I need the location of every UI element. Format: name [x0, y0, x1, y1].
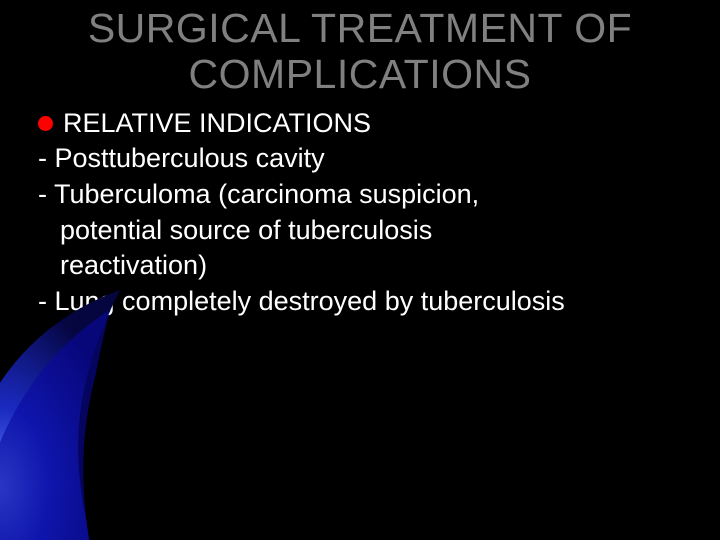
item-2-line-2: potential source of tuberculosis [38, 213, 690, 249]
item-2-line-1: - Tuberculoma (carcinoma suspicion, [38, 177, 690, 213]
slide-body: RELATIVE INDICATIONS - Posttuberculous c… [0, 98, 720, 320]
bullet-heading-text: RELATIVE INDICATIONS [63, 106, 371, 142]
title-line-1: SURGICAL TREATMENT OF [88, 5, 632, 51]
item-3: - Lung completely destroyed by tuberculo… [38, 284, 690, 320]
title-line-2: COMPLICATIONS [189, 51, 532, 97]
item-2-line-3: reactivation) [38, 248, 690, 284]
item-1: - Posttuberculous cavity [38, 141, 690, 177]
slide-title: SURGICAL TREATMENT OF COMPLICATIONS [0, 0, 720, 98]
bullet-heading-row: RELATIVE INDICATIONS [38, 106, 690, 142]
bullet-icon [38, 116, 53, 131]
